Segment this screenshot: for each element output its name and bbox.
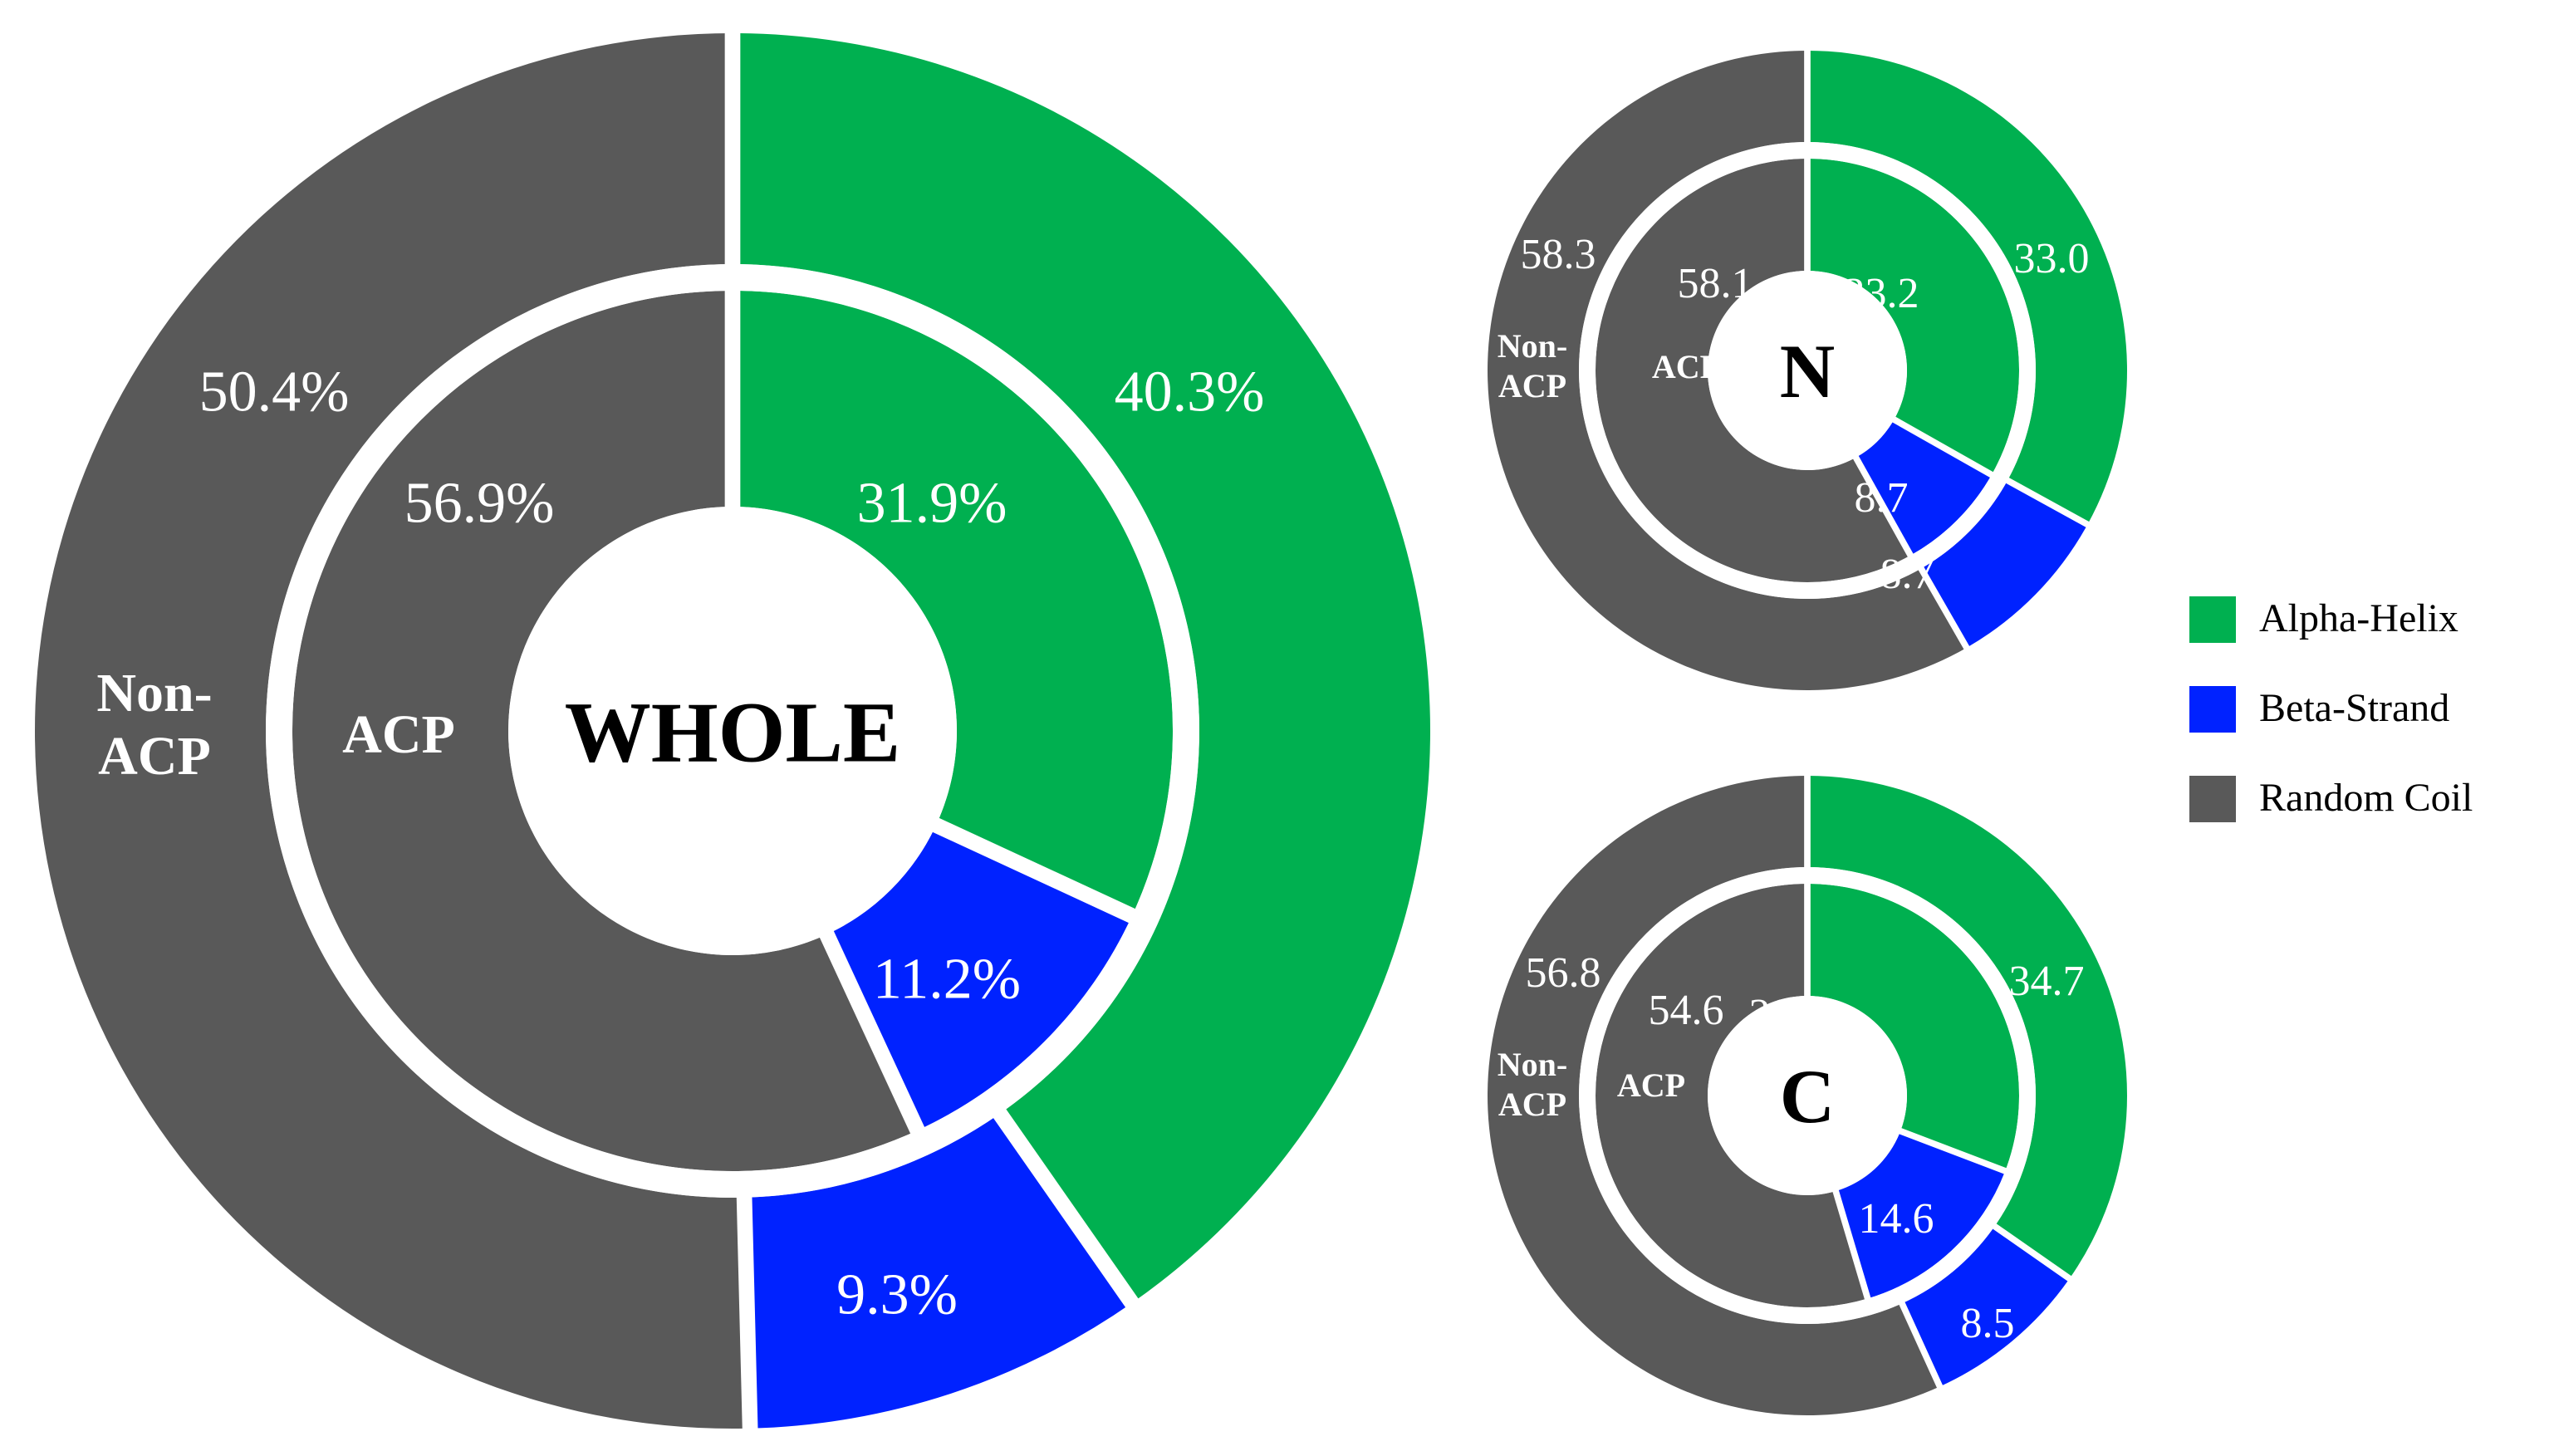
n-non-acp-beta-strand-value-label: 8.7: [1880, 551, 1934, 598]
whole-ring-gap: [266, 264, 1199, 1198]
n-non-acp-alpha-helix-value-label: 33.0: [2014, 235, 2090, 282]
n-non-acp-random-coil-value-label: 58.3: [1521, 231, 1596, 278]
whole-center-label: WHOLE: [565, 684, 901, 780]
n-ring-gap: [1579, 142, 2036, 599]
c-non-acp-random-coil-wedge: [1487, 776, 1940, 1416]
legend-label-alpha-helix: Alpha-Helix: [2259, 596, 2458, 640]
n-acp-alpha-helix-value-label: 33.2: [1844, 270, 1919, 317]
n-center-label: N: [1780, 329, 1835, 414]
c-non-acp-ring-label-line-2: ACP: [1498, 1086, 1566, 1123]
n-acp-alpha-helix-wedge: [1807, 159, 2019, 475]
whole-non-acp-ring-label: Non-ACP: [96, 663, 212, 787]
n-acp-random-coil-wedge: [1596, 159, 1911, 583]
c-non-acp-random-coil-value-label: 56.8: [1526, 949, 1601, 997]
n-acp-beta-strand-wedge: [1855, 419, 1992, 556]
n-non-acp-separator-1: [1999, 474, 2096, 531]
n-non-acp-random-coil-wedge: [1487, 51, 1967, 690]
c-acp-separator-2: [1831, 1183, 1873, 1306]
whole-non-acp-ring-label-line-1: Non-: [96, 663, 212, 723]
c-acp-beta-strand-value-label: 14.6: [1859, 1195, 1934, 1243]
whole-non-acp-alpha-helix-wedge: [733, 33, 1431, 1303]
n-non-acp-beta-strand-wedge: [1921, 480, 2088, 648]
whole-acp-separator-1: [917, 811, 1151, 930]
n-acp-separator-1: [1886, 413, 2000, 482]
whole-non-acp-beta-strand-wedge: [744, 1113, 1132, 1429]
c-non-acp-ring-label: Non-ACP: [1498, 1046, 1567, 1123]
legend-item-alpha-helix: Alpha-Helix: [2189, 596, 2458, 643]
legend-swatch-random-coil: [2189, 776, 2236, 822]
n-non-acp-alpha-helix-wedge: [1807, 51, 2127, 525]
legend-item-random-coil: Random Coil: [2189, 776, 2473, 822]
charts-layer: WHOLE31.9%11.2%56.9%40.3%9.3%50.4%ACPNon…: [35, 16, 2127, 1446]
whole-non-acp-separator-2: [736, 1180, 758, 1446]
c-non-acp-alpha-helix-wedge: [1807, 776, 2127, 1279]
whole-acp-ring-label: ACP: [342, 704, 455, 765]
whole-non-acp-random-coil-wedge: [35, 33, 751, 1429]
donut-chart-whole: WHOLE31.9%11.2%56.9%40.3%9.3%50.4%ACPNon…: [35, 16, 1431, 1446]
whole-acp-separator-2: [812, 915, 932, 1150]
c-non-acp-separator-1: [1987, 1219, 2077, 1286]
c-non-acp-ring-label-line-1: Non-: [1498, 1046, 1567, 1083]
c-acp-alpha-helix-wedge: [1807, 884, 2019, 1171]
legend-swatch-beta-strand: [2189, 686, 2236, 733]
c-center-label: C: [1780, 1054, 1835, 1139]
n-acp-beta-strand-value-label: 8.7: [1855, 474, 1909, 522]
n-center-hole: [1708, 271, 1907, 470]
n-non-acp-ring-label: Non-ACP: [1498, 327, 1567, 404]
c-acp-alpha-helix-value-label: 30.8: [1749, 991, 1825, 1038]
whole-non-acp-ring-label-line-2: ACP: [98, 726, 211, 787]
c-ring-gap: [1579, 867, 2036, 1324]
whole-non-acp-alpha-helix-value-label: 40.3%: [1115, 360, 1265, 424]
legend: Alpha-Helix Beta-Strand Random Coil: [2189, 596, 2473, 822]
c-acp-random-coil-value-label: 54.6: [1649, 987, 1724, 1034]
n-non-acp-ring-label-line-2: ACP: [1498, 367, 1566, 404]
n-acp-random-coil-value-label: 58.1: [1678, 260, 1753, 307]
legend-label-random-coil: Random Coil: [2259, 776, 2473, 820]
c-non-acp-beta-strand-wedge: [1901, 1226, 2070, 1387]
n-non-acp-separator-2: [1914, 561, 1973, 656]
n-non-acp-ring-label-line-1: Non-: [1498, 327, 1567, 365]
whole-acp-alpha-helix-wedge: [733, 291, 1174, 916]
c-acp-beta-strand-wedge: [1836, 1130, 2006, 1299]
whole-acp-alpha-helix-value-label: 31.9%: [857, 472, 1007, 536]
whole-acp-beta-strand-wedge: [826, 825, 1132, 1130]
legend-swatch-alpha-helix: [2189, 596, 2236, 643]
c-acp-random-coil-wedge: [1596, 884, 1868, 1307]
c-non-acp-beta-strand-value-label: 8.5: [1961, 1300, 2015, 1347]
n-acp-separator-2: [1850, 449, 1917, 563]
c-acp-separator-1: [1892, 1125, 2013, 1177]
whole-non-acp-separator-1: [983, 1095, 1149, 1321]
c-acp-ring-label: ACP: [1617, 1066, 1685, 1104]
legend-item-beta-strand: Beta-Strand: [2189, 686, 2449, 733]
whole-acp-beta-strand-value-label: 11.2%: [873, 948, 1021, 1012]
whole-acp-random-coil-wedge: [292, 291, 918, 1171]
whole-non-acp-random-coil-value-label: 50.4%: [199, 360, 350, 424]
legend-label-beta-strand: Beta-Strand: [2259, 686, 2449, 730]
whole-center-hole: [508, 507, 957, 955]
c-non-acp-separator-2: [1895, 1296, 1946, 1395]
c-center-hole: [1708, 996, 1907, 1195]
c-non-acp-alpha-helix-value-label: 34.7: [2009, 958, 2085, 1005]
whole-acp-random-coil-value-label: 56.9%: [404, 472, 555, 536]
n-acp-ring-label: ACP: [1652, 348, 1720, 385]
whole-non-acp-beta-strand-value-label: 9.3%: [836, 1263, 958, 1327]
